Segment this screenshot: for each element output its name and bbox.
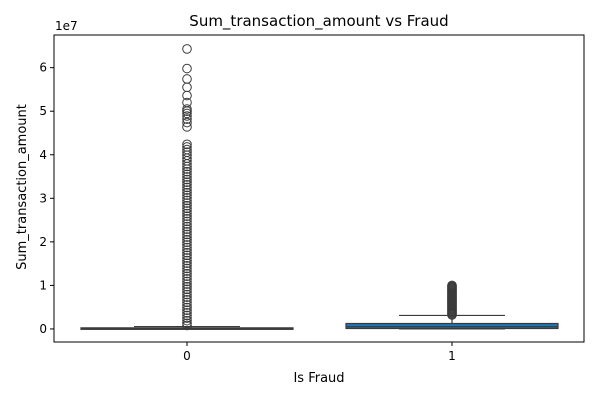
y-tick-label: 4 (39, 148, 47, 162)
chart-title: Sum_transaction_amount vs Fraud (189, 12, 448, 31)
outlier-point (182, 203, 192, 214)
outlier-point (182, 281, 192, 292)
box-iqr (345, 322, 559, 330)
outlier-point (182, 313, 192, 323)
outlier-point (182, 172, 192, 182)
outlier-point (182, 179, 192, 190)
outlier-point (182, 289, 192, 300)
y-tick-label: 6 (39, 61, 47, 75)
outlier-point (182, 206, 192, 216)
outlier-point (182, 253, 192, 263)
outlier-point (182, 187, 192, 198)
outlier-point (182, 213, 192, 224)
outlier-point (182, 258, 192, 268)
outlier-point (182, 216, 192, 227)
outlier-point (182, 260, 192, 271)
outlier-point (182, 279, 192, 289)
outlier-point (182, 104, 192, 114)
outlier-point (182, 263, 192, 274)
outlier-point (182, 276, 192, 287)
outlier-point (182, 106, 192, 117)
outlier-point (182, 242, 192, 253)
outlier-point (182, 294, 192, 305)
outlier-point (182, 211, 192, 221)
outlier-point (182, 108, 192, 119)
outlier-point (182, 63, 192, 74)
outlier-point (182, 308, 192, 318)
outlier-point (182, 292, 192, 302)
outlier-point (182, 166, 192, 177)
outlier-point (182, 219, 192, 229)
outlier-point (182, 227, 192, 237)
y-tick-label: 2 (39, 235, 47, 249)
outlier-point (182, 287, 192, 297)
axes-frame (53, 34, 585, 343)
outlier-point (182, 208, 192, 219)
outlier-point (182, 164, 192, 174)
outlier-point (182, 82, 192, 93)
y-tick-label: 1 (39, 278, 47, 292)
outlier-point (182, 159, 192, 169)
outlier-point (182, 111, 192, 121)
outlier-point (182, 90, 192, 101)
y-axis-scale-label: 1e7 (55, 19, 78, 33)
outlier-point (182, 297, 192, 308)
outlier-point (182, 114, 192, 124)
x-tick-label: 1 (448, 349, 456, 363)
outlier-point (182, 174, 192, 185)
y-tick-label: 0 (39, 322, 47, 336)
outlier-point (182, 117, 192, 128)
outlier-point (182, 122, 192, 132)
y-axis-label: Sum_transaction_amount (15, 104, 30, 270)
x-tick-label: 0 (183, 349, 191, 363)
plot-area: 0 1 2 3 4 5 6 0 1 (39, 44, 559, 363)
outlier-point (182, 190, 192, 201)
outlier-point (182, 320, 192, 331)
outlier-point (182, 139, 192, 150)
outlier-point (182, 182, 192, 193)
outlier-point (182, 74, 192, 84)
outlier-point (182, 224, 192, 235)
outlier-point (182, 255, 192, 266)
outlier-point (182, 198, 192, 208)
outlier-point (182, 232, 192, 242)
outlier-point (182, 250, 192, 261)
outlier-point (182, 229, 192, 240)
outlier-point (182, 237, 192, 248)
outlier-point (182, 302, 192, 313)
outlier-point (447, 310, 457, 320)
outlier-point (182, 268, 192, 279)
outlier-point (182, 274, 192, 284)
outlier-point (182, 234, 192, 245)
outlier-point (182, 193, 192, 203)
outlier-point (182, 310, 192, 321)
outlier-point (182, 221, 192, 232)
x-axis-label: Is Fraud (293, 371, 344, 386)
outlier-point (182, 185, 192, 195)
outlier-point (182, 169, 192, 180)
outlier-point (182, 245, 192, 255)
outlier-point (182, 44, 192, 54)
outlier-point (182, 305, 192, 316)
outlier-point (182, 161, 192, 172)
outlier-point (182, 247, 192, 258)
outlier-point (182, 240, 192, 250)
y-tick-label: 3 (39, 191, 47, 205)
outlier-point (182, 200, 192, 211)
y-tick-label: 5 (39, 104, 47, 118)
outlier-point (182, 195, 192, 206)
outlier-point (182, 284, 192, 295)
outlier-point (182, 177, 192, 187)
outlier-point (182, 315, 192, 326)
outlier-point (182, 271, 192, 282)
outlier-point (182, 318, 192, 329)
outlier-point (182, 300, 192, 310)
outlier-point (182, 266, 192, 276)
